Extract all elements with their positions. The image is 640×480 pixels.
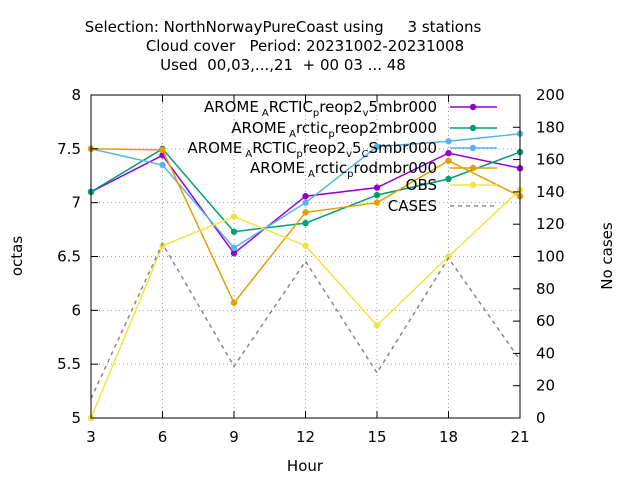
y-tick-label: 5.5 (57, 355, 81, 373)
series-point (230, 244, 238, 252)
y-tick-label: 6.5 (57, 248, 81, 266)
y2-tick-label: 100 (536, 248, 565, 266)
legend-swatch-point (469, 103, 477, 111)
title-line-3: Used 00,03,...,21 + 00 03 ... 48 (160, 56, 406, 74)
legend-label: CASES (388, 197, 437, 215)
legend-label: OBS (406, 176, 437, 194)
y-tick-label: 7.5 (57, 140, 81, 158)
series-point (373, 191, 381, 199)
legend-label: AROME ARCTICpreop2v5mbr000 (204, 98, 437, 119)
y2-tick-label: 20 (536, 377, 555, 395)
y2-tick-label: 80 (536, 280, 555, 298)
legend-label: AROME Arcticpreop2mbr000 (231, 119, 437, 140)
axes: 3 6 9 12 15 18 2155.566.577.580204060801001201… (57, 86, 565, 446)
series-point (373, 184, 381, 191)
title-line-1: Selection: NorthNorwayPureCoast using 3 … (85, 18, 482, 36)
legend-swatch-point (469, 181, 477, 189)
series-point (230, 213, 238, 220)
series-point (302, 242, 309, 249)
y-axis-label: octas (8, 236, 26, 276)
y-tick-label: 6 (71, 301, 81, 319)
series-point (159, 146, 166, 154)
x-tick-label: 9 (229, 428, 239, 446)
legend-label: AROME Arcticprodmbr000 (250, 159, 437, 180)
y2-tick-label: 160 (536, 151, 565, 169)
y2-axis-label: No cases (598, 222, 616, 290)
y2-tick-label: 200 (536, 86, 565, 104)
y2-tick-label: 140 (536, 183, 565, 201)
series-point (373, 322, 381, 329)
series-point (445, 157, 452, 164)
y-tick-label: 8 (71, 86, 81, 104)
x-tick-label: 18 (439, 428, 458, 446)
legend-swatch-point (469, 144, 477, 152)
series-point (373, 143, 381, 150)
legend-swatch-point (469, 124, 477, 132)
series-point (445, 253, 452, 260)
title-line-2: Cloud cover Period: 20231002-20231008 (146, 37, 464, 55)
series-point (230, 299, 238, 306)
y-tick-label: 7 (71, 194, 81, 212)
series-lines (87, 130, 524, 422)
series-point (230, 250, 238, 257)
y-tick-label: 5 (71, 409, 81, 427)
series-point (445, 175, 452, 183)
series-point (302, 193, 309, 200)
chart-title: Selection: NorthNorwayPureCoast using 3 … (85, 18, 482, 74)
series-point (302, 199, 309, 206)
y2-tick-label: 180 (536, 118, 565, 136)
legend-label: AROME ARCTICpreop2v5CSmbr000 (187, 139, 437, 160)
legend-swatch-point (469, 164, 477, 172)
y2-tick-label: 0 (536, 409, 546, 427)
x-tick-label: 3 (86, 428, 96, 446)
x-axis-label: Hour (287, 457, 324, 475)
x-tick-label: 15 (367, 428, 386, 446)
series-point (445, 149, 452, 157)
series-line (90, 241, 521, 399)
x-tick-label: 6 (158, 428, 168, 446)
x-tick-label: 12 (296, 428, 315, 446)
series-point (159, 161, 166, 169)
series-point (159, 242, 166, 249)
y2-tick-label: 40 (536, 344, 555, 362)
series-point (302, 209, 309, 216)
series-point (302, 219, 309, 227)
series-point (373, 199, 381, 206)
series-point (445, 138, 452, 145)
x-tick-label: 21 (510, 428, 529, 446)
y2-tick-label: 120 (536, 215, 565, 233)
y2-tick-label: 60 (536, 312, 555, 330)
series-point (230, 228, 238, 235)
